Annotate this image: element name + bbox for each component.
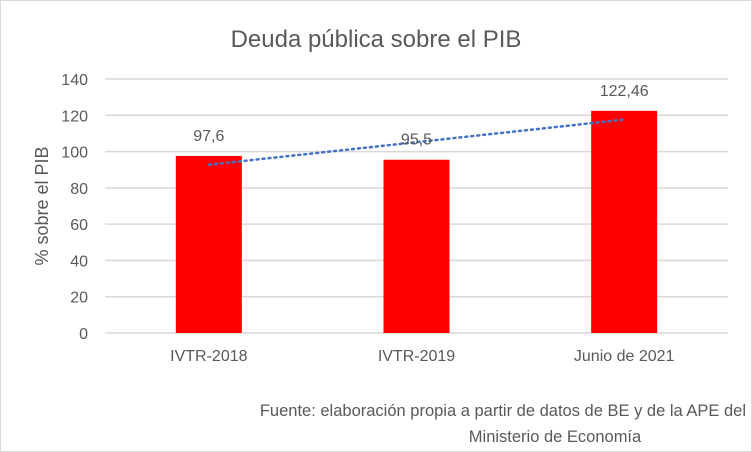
y-tick-label: 0 (79, 326, 88, 343)
y-tick-label: 100 (61, 145, 88, 162)
y-tick-label: 120 (61, 108, 88, 125)
bar (383, 159, 450, 333)
y-tick-label: 60 (70, 217, 88, 234)
trendline (207, 118, 626, 166)
y-tick-label: 20 (70, 290, 88, 307)
source-note-line2: Ministerio de Economía (469, 428, 642, 446)
bar (175, 155, 242, 333)
source-note-line1: Fuente: elaboración propia a partir de d… (260, 402, 746, 420)
x-tick-label: IVTR-2019 (378, 348, 455, 365)
x-tick-label: IVTR-2018 (170, 348, 247, 365)
data-label: 97,6 (193, 128, 224, 145)
y-tick-label: 140 (61, 72, 88, 89)
data-label: 95,5 (401, 132, 432, 149)
y-tick-label: 40 (70, 253, 88, 270)
y-axis-label: % sobre el PIB (32, 146, 52, 265)
bar (591, 110, 658, 333)
x-tick-label: Junio de 2021 (574, 348, 675, 365)
chart-title: Deuda pública sobre el PIB (231, 26, 522, 53)
data-label: 122,46 (600, 83, 649, 100)
y-tick-label: 80 (70, 181, 88, 198)
